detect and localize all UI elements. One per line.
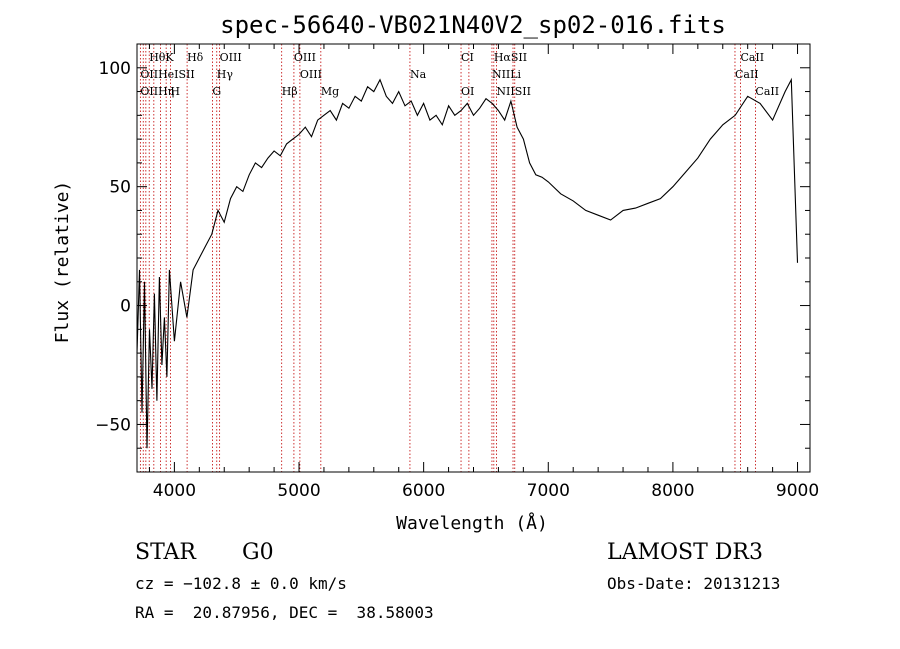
line-label: NIILi [492, 68, 522, 81]
x-tick-label: 5000 [277, 481, 320, 501]
ticks-layer: 4000 5000 6000 7000 8000 9000 −50 0 50 100 [95, 43, 819, 501]
line-label: CaII [740, 51, 764, 64]
x-tick-label: 9000 [776, 481, 819, 501]
y-tick-label: 100 [99, 59, 131, 79]
line-label: CaII [755, 85, 779, 98]
line-label: CI [461, 51, 474, 64]
x-tick-label: 8000 [651, 481, 694, 501]
line-label: Na [410, 68, 427, 81]
line-labels-layer: HθK Hδ OIII OIII CI HαSII CaII OIIHeISII Hγ OIII N… [140, 51, 779, 98]
x-tick-label: 7000 [527, 481, 570, 501]
y-tick-label: −50 [95, 415, 131, 435]
line-label: CaII [735, 68, 759, 81]
obs-date: Obs-Date: 20131213 [607, 574, 781, 593]
line-label: OIII [300, 68, 322, 81]
line-label: HθK [149, 51, 174, 64]
line-label: Mg [321, 85, 339, 98]
y-axis-label: Flux (relative) [52, 181, 73, 344]
line-label: OIIHeISII [140, 68, 194, 81]
line-label: Hδ [187, 51, 204, 64]
line-label: H [170, 85, 180, 98]
coordinates-text: RA = 20.87956, DEC = 38.58003 [135, 603, 434, 622]
redshift-text: cz = −102.8 ± 0.0 km/s [135, 574, 347, 593]
chart-title: spec-56640-VB021N40V2_sp02-016.fits [220, 11, 726, 39]
line-label: OIIHη [140, 85, 174, 98]
object-subclass: G0 [242, 540, 274, 565]
y-tick-label: 0 [120, 297, 131, 317]
y-tick-label: 50 [109, 178, 131, 198]
line-label: OIII [220, 51, 242, 64]
x-tick-label: 6000 [402, 481, 445, 501]
flux-series-line [136, 77, 799, 449]
x-axis-label: Wavelength (Å) [396, 512, 548, 534]
plot-frame [136, 43, 811, 473]
object-class: STAR [135, 540, 196, 565]
line-label: G [212, 85, 221, 98]
x-tick-label: 4000 [153, 481, 196, 501]
line-label: OIII [294, 51, 316, 64]
line-label: Hβ [282, 85, 298, 98]
line-label: OI [461, 85, 474, 98]
line-label: HαSII [494, 51, 527, 64]
series-layer [136, 77, 799, 449]
line-label: Hγ [217, 68, 234, 81]
survey-name: LAMOST DR3 [607, 540, 763, 565]
line-label: NIISII [496, 85, 531, 98]
